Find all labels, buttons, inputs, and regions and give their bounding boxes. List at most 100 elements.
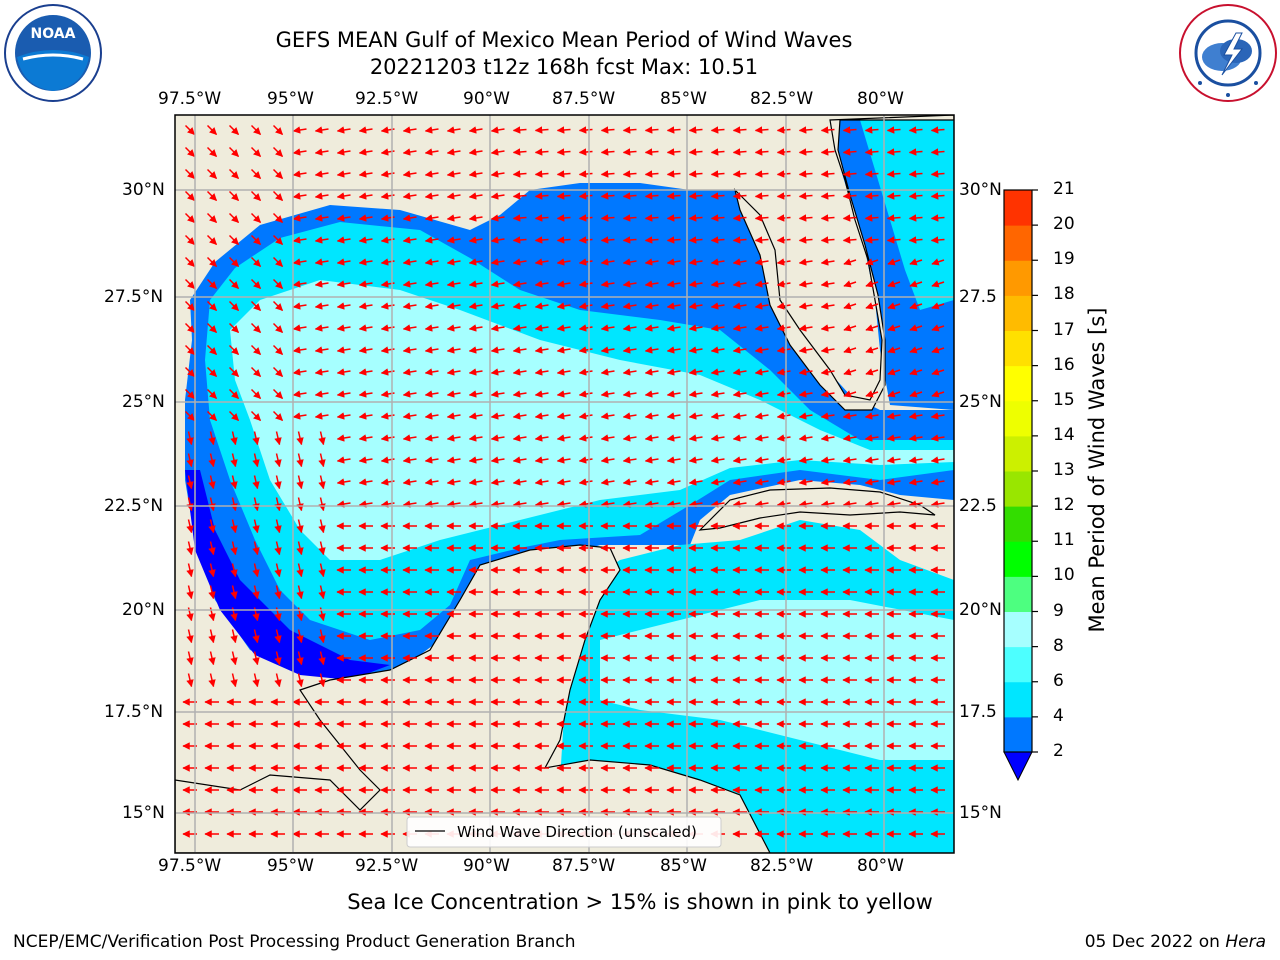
wind-wave-arrow [184,146,196,158]
wind-wave-arrow [865,368,879,376]
wind-wave-arrow [402,258,417,266]
wind-wave-arrow [600,478,615,486]
colorbar-tick-label: 17 [1053,319,1075,340]
wind-wave-arrow [424,368,439,376]
wind-wave-arrow [512,368,527,376]
wind-wave-arrow [186,453,194,468]
wind-wave-arrow [842,236,857,244]
wind-wave-arrow [512,346,527,354]
wind-wave-arrow [843,324,857,332]
wind-wave-arrow [512,236,527,244]
wind-wave-arrow [402,412,417,420]
wind-wave-arrow [887,346,901,354]
wind-wave-arrow [468,148,483,156]
wind-wave-arrow [402,346,417,354]
wind-wave-arrow [206,322,218,334]
lon-label-top: 80°W [857,89,904,109]
wind-wave-arrow [184,256,196,268]
lon-label-bottom: 82.5°W [750,856,814,876]
wind-wave-arrow [578,126,593,134]
wind-wave-arrow [292,214,307,222]
wind-wave-arrow [864,126,879,134]
wind-wave-arrow [886,126,901,134]
wind-wave-arrow [820,346,835,354]
wind-wave-arrow [644,478,659,486]
wind-wave-arrow [843,258,857,266]
wind-wave-arrow [865,324,879,332]
wind-wave-arrow [798,346,813,354]
wind-wave-arrow [230,475,238,490]
wind-wave-arrow [292,302,307,310]
wind-wave-arrow [358,258,373,266]
wind-wave-arrow [732,368,747,376]
wind-wave-arrow [776,126,791,134]
wind-wave-arrow [534,390,549,398]
lat-label-right: 15°N [959,803,1002,823]
wind-wave-arrow [446,126,461,134]
wind-wave-arrow [208,475,216,490]
wind-wave-arrow [798,412,813,420]
wind-wave-arrow [318,673,326,688]
wind-wave-arrow [402,170,417,178]
wind-wave-arrow [206,410,218,422]
wind-wave-arrow [468,412,483,420]
wind-wave-arrow [644,500,659,508]
wind-wave-arrow [424,192,439,200]
wind-wave-arrow [754,434,769,442]
wind-wave-arrow [292,412,307,420]
wind-wave-arrow [931,280,945,288]
wind-wave-arrow [336,214,351,222]
wind-wave-arrow [228,278,240,290]
wind-wave-arrow [250,168,262,180]
wind-wave-arrow [468,170,483,178]
wind-wave-arrow [534,302,549,310]
wind-wave-arrow [534,236,549,244]
wind-wave-arrow [556,478,571,486]
wind-wave-arrow [250,300,262,312]
colorbar-band [1004,190,1032,226]
colorbar-tick-label: 9 [1053,600,1064,621]
wind-wave-arrow [424,148,439,156]
wind-wave-arrow [600,126,615,134]
wind-wave-arrow [887,368,901,376]
wind-wave-arrow [666,346,681,354]
wind-wave-arrow [909,280,923,288]
wind-wave-arrow [336,258,351,266]
wind-wave-arrow [930,148,945,156]
wind-wave-arrow [252,673,260,688]
wind-wave-arrow [710,478,725,486]
wind-wave-arrow [336,302,351,310]
colorbar-band [1004,330,1032,367]
wind-wave-arrow [865,258,879,266]
wind-wave-arrow [644,126,659,134]
wind-wave-arrow [358,236,373,244]
wind-wave-arrow [358,346,373,354]
wind-wave-arrow [754,302,769,310]
wind-wave-arrow [732,236,747,244]
wind-wave-arrow [556,324,571,332]
wind-wave-arrow [666,390,681,398]
wind-wave-arrow [600,170,615,178]
wind-wave-arrow [930,192,945,200]
wind-wave-arrow [578,258,593,266]
wind-wave-arrow [578,456,593,464]
wind-wave-arrow [424,390,439,398]
wind-wave-arrow [776,434,791,442]
wind-wave-arrow [842,170,857,178]
wind-wave-arrow [274,541,282,556]
wind-wave-arrow [776,214,791,222]
wind-wave-arrow [556,258,571,266]
wind-wave-arrow [468,390,483,398]
wind-wave-arrow [930,456,945,464]
wind-wave-arrow [622,368,637,376]
wind-wave-arrow [468,214,483,222]
wind-wave-arrow [820,192,835,200]
wind-wave-arrow [666,302,681,310]
wind-wave-arrow [931,258,945,266]
wind-wave-arrow [754,214,769,222]
lat-label-left: 20°N [122,600,165,620]
wind-wave-arrow [666,214,681,222]
wind-wave-arrow [864,236,879,244]
colorbar-label: Mean Period of Wind Waves [s] [1085,307,1109,633]
wind-wave-arrow [776,456,791,464]
